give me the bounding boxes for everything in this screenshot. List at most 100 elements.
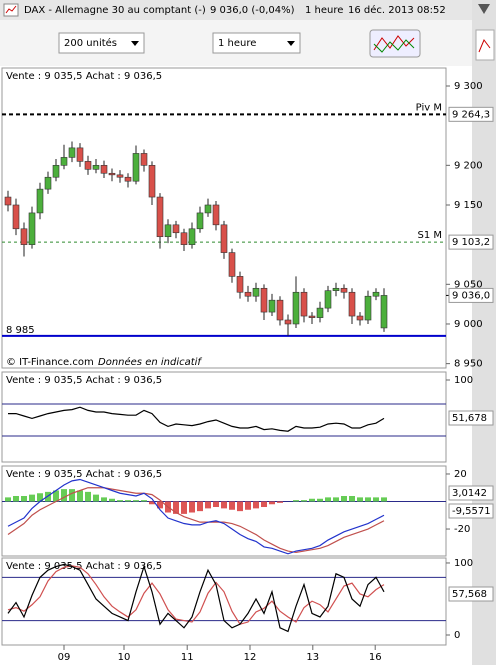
support-label: 8 985 <box>6 325 35 336</box>
indicator-button[interactable] <box>369 29 421 58</box>
candle-body <box>148 165 156 198</box>
candle-body <box>276 299 284 321</box>
macd-hist <box>341 496 347 502</box>
macd-hist <box>373 497 379 502</box>
macd-hist <box>109 498 115 502</box>
candle-body <box>68 147 76 158</box>
candle-body <box>156 196 164 238</box>
macd-hist <box>181 501 187 514</box>
candle-body <box>204 204 212 214</box>
panel-frame <box>1 465 447 557</box>
macd-hist <box>205 501 211 509</box>
candle-body <box>212 204 220 226</box>
macd-hist <box>77 490 83 502</box>
watermark: © IT-Finance.com <box>6 357 94 368</box>
macd-hist <box>173 501 179 514</box>
candle-body <box>292 291 300 325</box>
candle-body <box>44 176 52 190</box>
macd-hist <box>93 494 99 502</box>
macd-hist <box>29 494 35 502</box>
dropdown-arrow <box>131 41 139 46</box>
macd-hist <box>101 497 107 502</box>
macd-hist <box>277 501 283 503</box>
stoch-last: 57,568 <box>452 589 487 600</box>
candle-body <box>172 224 180 234</box>
macd-hist <box>85 491 91 502</box>
instrument: DAX - Allemagne 30 au comptant (-) <box>24 5 206 16</box>
app-icon-glyph <box>5 5 17 14</box>
candle-body <box>356 315 364 321</box>
candle-body <box>100 165 108 174</box>
indicator-icon <box>373 35 415 51</box>
signal-last: -9,5571 <box>452 506 491 517</box>
x-tick-label: 10 <box>118 652 131 663</box>
macd-last-box <box>448 485 494 501</box>
indicator-line <box>7 478 385 555</box>
panel-frame <box>1 557 447 646</box>
side-logo[interactable] <box>475 29 495 61</box>
candle-body <box>132 153 140 182</box>
x-tick-label: 11 <box>181 652 194 663</box>
macd-hist <box>69 489 75 502</box>
macd-hist <box>5 497 11 502</box>
macd-hist <box>189 501 195 513</box>
level-label: 9 103,2 <box>452 237 490 248</box>
panel-info: Vente : 9 035,5 Achat : 9 036,5 <box>6 561 162 572</box>
x-tick-label: 13 <box>306 652 319 663</box>
macd-hist <box>333 497 339 502</box>
y-tick-label: 9 300 <box>454 81 483 92</box>
y-tick-label: 100 <box>454 558 473 569</box>
macd-hist <box>245 501 251 510</box>
rsi-last-box <box>448 410 494 426</box>
side-bar <box>472 0 496 665</box>
y-tick-label: 0 <box>454 630 460 641</box>
macd-hist <box>21 496 27 502</box>
y-tick-label: 9 050 <box>454 279 483 290</box>
macd-hist <box>325 497 331 502</box>
note: Données en indicatif <box>98 356 202 368</box>
timeframe-select[interactable] <box>212 32 301 54</box>
candle-body <box>284 319 292 325</box>
size-select[interactable] <box>58 32 145 54</box>
panel-info: Vente : 9 035,5 Achat : 9 036,5 <box>6 71 162 82</box>
size-value: 200 unités <box>64 37 117 49</box>
candle-body <box>188 228 196 245</box>
level-name: S1 M <box>417 230 442 241</box>
last-price-box <box>448 287 494 303</box>
candle-body <box>332 287 340 291</box>
x-tick-label: 09 <box>58 652 71 663</box>
y-tick-label: 100 <box>454 375 473 386</box>
macd-hist <box>37 493 43 502</box>
candle-body <box>196 212 204 230</box>
x-tick-label: 16 <box>369 652 382 663</box>
macd-hist <box>237 501 243 512</box>
indicator-line <box>7 487 385 554</box>
macd-hist <box>149 501 155 505</box>
indicator-line <box>7 565 385 625</box>
macd-hist <box>293 500 299 502</box>
side-arrow[interactable] <box>478 4 490 14</box>
level-label-box <box>448 106 494 122</box>
candle-body <box>180 232 188 245</box>
x-tick-label: 12 <box>244 652 257 663</box>
quote: 9 036,0 (-0,04%) <box>210 5 295 16</box>
macd-hist <box>221 501 227 509</box>
macd-hist <box>13 496 19 502</box>
macd-hist <box>349 496 355 502</box>
macd-hist <box>53 490 59 502</box>
panel-info: Vente : 9 035,5 Achat : 9 036,5 <box>6 375 162 386</box>
y-tick-label: 9 000 <box>454 319 483 330</box>
indicator-icon <box>373 39 415 53</box>
y-tick-label: 20 <box>454 469 467 480</box>
macd-last: 3,0142 <box>452 488 487 499</box>
panel-info: Vente : 9 035,5 Achat : 9 036,5 <box>6 469 162 480</box>
panel-frame <box>1 67 447 369</box>
macd-hist <box>229 501 235 510</box>
candle-body <box>340 287 348 293</box>
candle-body <box>300 291 308 317</box>
candle-body <box>124 176 132 182</box>
candle-body <box>228 252 236 277</box>
macd-hist <box>117 500 123 502</box>
macd-hist <box>365 497 371 502</box>
